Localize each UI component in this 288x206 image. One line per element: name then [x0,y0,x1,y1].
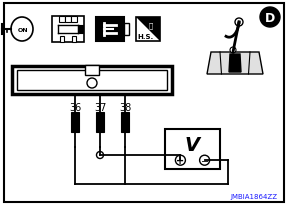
Bar [71,17,77,23]
Bar [17,71,167,91]
Bar [12,67,172,95]
Bar [71,112,79,132]
Text: D: D [265,12,275,24]
Polygon shape [229,55,241,73]
Text: +: + [176,156,184,165]
Text: 38: 38 [119,103,131,112]
Bar [59,17,65,23]
Bar [121,112,129,132]
Bar [60,37,64,43]
Circle shape [235,19,243,27]
Bar [72,37,76,43]
Circle shape [87,79,97,89]
Circle shape [200,156,210,165]
Circle shape [230,48,236,54]
Ellipse shape [11,18,33,42]
Text: JMBIA1864ZZ: JMBIA1864ZZ [231,193,278,199]
Bar [78,26,83,34]
Bar [85,66,99,76]
Bar [165,129,220,169]
Bar [52,17,84,43]
Bar [136,18,160,42]
Circle shape [175,156,185,165]
Text: ON: ON [18,28,28,33]
Bar [96,18,124,42]
Text: H.S.: H.S. [137,34,153,40]
Polygon shape [136,18,160,42]
Text: V: V [185,135,200,154]
Text: 37: 37 [94,103,106,112]
Bar [96,112,104,132]
Bar [124,24,129,36]
Polygon shape [207,53,263,75]
Text: 36: 36 [69,103,81,112]
Text: −: − [200,156,209,166]
Circle shape [238,22,240,25]
Circle shape [96,152,103,159]
Bar [65,17,71,23]
Circle shape [260,8,280,28]
Text: 🔧: 🔧 [149,23,153,29]
